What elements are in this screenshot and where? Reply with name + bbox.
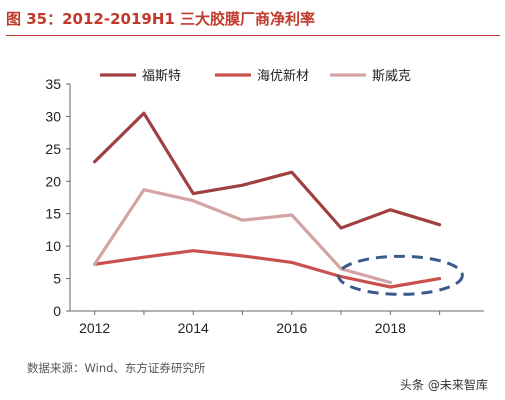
title-divider [6,35,500,36]
highlight-ellipse [336,254,464,296]
y-tick-label: 35 [45,76,61,92]
legend-label: 海优新材 [257,68,309,84]
chart-title: 图 35：2012-2019H1 三大胶膜厂商净利率 [6,10,316,28]
series-line-1 [92,111,442,230]
y-tick-label: 30 [45,108,61,124]
x-tick-label: 2016 [276,320,307,336]
x-tick-label: 2014 [178,320,209,336]
y-tick-label: 5 [53,271,61,287]
y-tick-label: 20 [45,173,61,189]
watermark: 头条 @未来智库 [400,378,488,392]
series-line-2 [92,249,442,289]
x-tick-label: 2018 [375,320,406,336]
y-tick-label: 0 [53,303,61,319]
source-note: 数据来源：Wind、东方证券研究所 [27,361,206,375]
legend-label: 福斯特 [142,69,181,84]
y-tick-label: 10 [45,238,61,254]
legend-label: 斯威克 [372,69,411,84]
y-tick-label: 15 [45,206,61,222]
series-line-3 [92,188,392,285]
x-tick-label: 2012 [79,320,110,336]
y-tick-label: 25 [45,141,61,157]
